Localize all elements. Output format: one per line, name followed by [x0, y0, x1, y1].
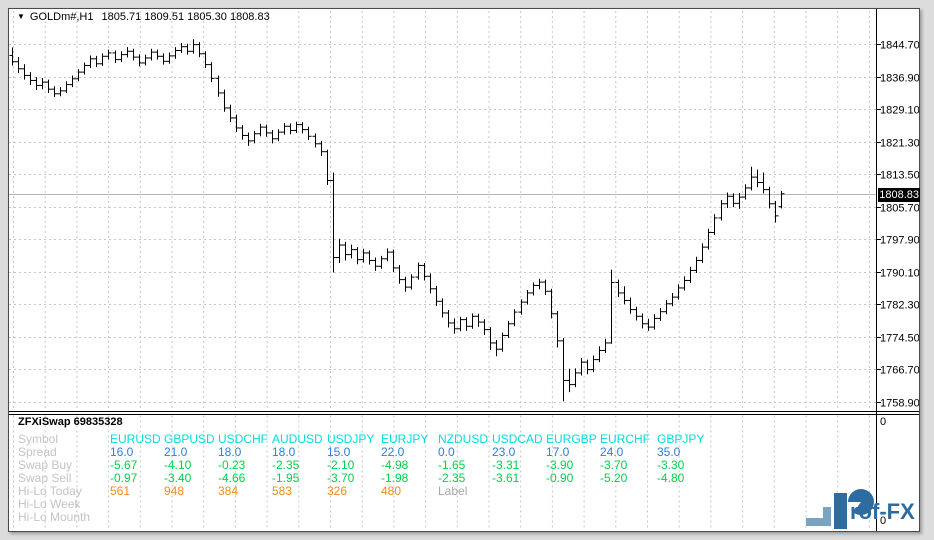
- swap-sell-cell: -5.20: [600, 471, 628, 485]
- price-axis[interactable]: 1844.70 1836.90 1829.10 1821.30 1813.50 1805.…: [876, 40, 919, 410]
- price-axis-label: 1758.90: [880, 398, 919, 410]
- grid-lines: [9, 11, 876, 529]
- price-axis-label: 1844.70: [880, 40, 919, 52]
- swap-buy-cell: -2.10: [327, 458, 355, 472]
- swap-buy-cell: -1.65: [438, 458, 466, 472]
- symbols-cell: EURCHF: [600, 432, 650, 446]
- subwindow-axis-zero-bottom: 0: [880, 515, 887, 527]
- swap-sell-cell: -2.35: [438, 471, 466, 485]
- swap-sell-cell: -4.80: [657, 471, 685, 485]
- symbols-cell: GBPJPY: [657, 432, 705, 446]
- symbols-cell: USDJPY: [327, 432, 375, 446]
- ohlc-bars: [9, 39, 785, 402]
- symbols-cell: EURUSD: [110, 432, 161, 446]
- spread-cell: 24.0: [600, 445, 624, 459]
- hilo-today-cell: 384: [218, 484, 239, 498]
- price-axis-label: 1790.10: [880, 268, 919, 280]
- table-row-label: Swap Buy: [18, 458, 73, 472]
- swap-sell-cell: -3.40: [164, 471, 192, 485]
- price-axis-label: 1782.30: [880, 300, 919, 312]
- symbols-cell: NZDUSD: [438, 432, 488, 446]
- spread-cell: 21.0: [164, 445, 188, 459]
- price-axis-label: 1813.50: [880, 170, 919, 182]
- hilo-today-cell: 561: [110, 484, 131, 498]
- window-splitter[interactable]: [9, 411, 919, 415]
- swap-buy-cell: -3.30: [657, 458, 685, 472]
- swap-sell-cell: -4.66: [218, 471, 246, 485]
- proffx-logo: rof-FX: [806, 485, 921, 531]
- swap-sell-cell: -1.95: [272, 471, 300, 485]
- logo-underline-bar: [806, 518, 831, 526]
- logo-stub-bar: [823, 507, 831, 526]
- dropdown-triangle-icon[interactable]: ▼: [17, 12, 25, 21]
- swap-buy-cell: -5.67: [110, 458, 138, 472]
- chart-window[interactable]: 1844.70 1836.90 1829.10 1821.30 1813.50 1805.…: [8, 8, 920, 532]
- hilo-today-cell: 326: [327, 484, 348, 498]
- price-axis-label: 1774.50: [880, 333, 919, 345]
- indicator-subwindow: ZFXiSwap 69835328 Symbol EURUSD GBPUSD USDC…: [9, 9, 919, 531]
- swap-buy-cell: -3.90: [546, 458, 574, 472]
- price-axis-label: 1797.90: [880, 235, 919, 247]
- symbol-period-label: GOLDm#,H1: [29, 11, 94, 23]
- table-row-label: Hi-Lo Today: [18, 484, 82, 498]
- symbols-cell: GBPUSD: [164, 432, 215, 446]
- spread-cell: 35.0: [657, 445, 681, 459]
- swap-sell-cell: -3.70: [327, 471, 355, 485]
- swap-buy-cell: -3.31: [492, 458, 520, 472]
- swap-sell-cell: -1.98: [381, 471, 409, 485]
- spread-cell: 16.0: [110, 445, 134, 459]
- swap-buy-cell: -4.10: [164, 458, 192, 472]
- symbols-cell: USDCAD: [492, 432, 543, 446]
- logo-text: rof-FX: [850, 499, 915, 524]
- table-row-label: Hi-Lo Mounth: [18, 510, 91, 524]
- table-row-label: Hi-Lo Week: [18, 497, 81, 511]
- table-row-label: Swap Sell: [18, 471, 72, 485]
- spread-cell: 15.0: [327, 445, 351, 459]
- hilo-today-cell: 948: [164, 484, 185, 498]
- symbols-cell: EURJPY: [381, 432, 429, 446]
- table-row-label: Symbol: [18, 432, 59, 446]
- spread-cell: 18.0: [218, 445, 242, 459]
- table-row-label: Spread: [18, 445, 57, 459]
- hilo-today-cell: 583: [272, 484, 293, 498]
- price-axis-label: 1766.70: [880, 365, 919, 377]
- price-axis-label: 1821.30: [880, 138, 919, 150]
- symbols-cell: AUDUSD: [272, 432, 323, 446]
- spread-cell: 23.0: [492, 445, 516, 459]
- spread-cell: 0.0: [438, 445, 455, 459]
- swap-buy-cell: -0.23: [218, 458, 246, 472]
- ohlc-values-label: 1805.71 1809.51 1805.30 1808.83: [101, 11, 270, 23]
- swap-sell-cell: -0.97: [110, 471, 138, 485]
- swap-buy-cell: -4.98: [381, 458, 409, 472]
- hilo-today-cell: 480: [381, 484, 402, 498]
- logo-p-bowl-notch: [848, 502, 861, 513]
- price-axis-label: 1836.90: [880, 73, 919, 85]
- symbols-cell: EURGBP: [546, 432, 597, 446]
- price-axis-label: 1805.70: [880, 203, 919, 215]
- main-chart[interactable]: 1844.70 1836.90 1829.10 1821.30 1813.50 1805.…: [9, 9, 919, 531]
- spread-cell: 17.0: [546, 445, 570, 459]
- hilo-today-cell: Label: [438, 484, 468, 498]
- price-axis-label: 1829.10: [880, 105, 919, 117]
- swap-sell-cell: -3.61: [492, 471, 520, 485]
- spread-cell: 22.0: [381, 445, 405, 459]
- logo-p-stem: [834, 493, 847, 529]
- swap-buy-cell: -2.35: [272, 458, 300, 472]
- subwindow-axis-zero-top: 0: [880, 416, 887, 428]
- chart-title: ▼ GOLDm#,H1 1805.71 1809.51 1805.30 1808.8…: [17, 11, 270, 23]
- swap-sell-cell: -0.90: [546, 471, 574, 485]
- current-price-box: 1808.83: [878, 187, 920, 202]
- swap-buy-cell: -3.70: [600, 458, 628, 472]
- spread-cell: 18.0: [272, 445, 296, 459]
- indicator-header: ZFXiSwap 69835328: [18, 416, 123, 428]
- symbols-cell: USDCHF: [218, 432, 268, 446]
